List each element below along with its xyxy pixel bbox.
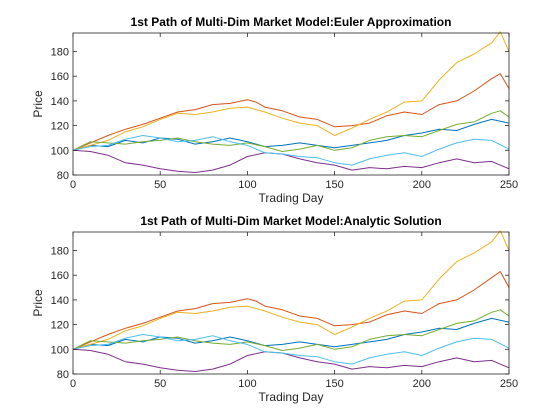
x-axis-label: Trading Day (259, 390, 324, 404)
x-tick-label: 150 (325, 179, 343, 191)
y-tick-label: 80 (57, 369, 69, 381)
x-tick-label: 200 (413, 378, 431, 390)
series-line-2 (72, 271, 510, 350)
chart-title: 1st Path of Multi-Dim Market Model:Analy… (140, 214, 441, 228)
series-line-2 (72, 73, 510, 151)
y-axis-label: Price (31, 90, 45, 118)
x-tick-label: 0 (70, 378, 76, 390)
subplot-1: 0 50 100 150 200 250 80 100 120 140 160 180 1st Path… (31, 15, 518, 205)
plot-area (73, 232, 509, 374)
y-tick-label: 140 (51, 96, 69, 108)
y-tick-label: 120 (51, 121, 69, 133)
x-tick-label: 50 (154, 378, 166, 390)
y-axis-label: Price (31, 289, 45, 317)
x-tick-label: 100 (238, 378, 256, 390)
series-line-1 (72, 118, 510, 151)
y-tick-label: 80 (57, 170, 69, 182)
series-line-5 (72, 110, 510, 152)
series-line-1 (72, 317, 510, 350)
chart-title: 1st Path of Multi-Dim Market Model:Euler… (131, 15, 452, 29)
y-tick-label: 120 (51, 320, 69, 332)
y-tick-label: 160 (51, 270, 69, 282)
x-tick-label: 100 (238, 179, 256, 191)
series-line-6 (72, 135, 510, 166)
series-line-3 (72, 230, 510, 350)
x-tick-label: 200 (413, 179, 431, 191)
x-tick-label: 0 (70, 179, 76, 191)
y-tick-label: 100 (51, 145, 69, 157)
series-line-6 (72, 334, 510, 365)
x-axis-label: Trading Day (259, 191, 324, 205)
y-tick-label: 180 (51, 246, 69, 258)
axes-box (72, 231, 510, 375)
series-line-5 (72, 309, 510, 351)
x-tick-label: 50 (154, 179, 166, 191)
y-tick-label: 140 (51, 295, 69, 307)
axes-box (72, 32, 510, 176)
x-tick-label: 250 (500, 179, 518, 191)
series-line-4 (72, 348, 510, 372)
series-line-4 (72, 149, 510, 173)
y-tick-label: 180 (51, 47, 69, 59)
series-line-3 (72, 31, 510, 151)
subplot-2: 0 50 100 150 200 250 80 100 120 140 160 180 1st Path… (31, 214, 518, 404)
plot-area (73, 33, 509, 175)
y-tick-label: 160 (51, 71, 69, 83)
x-tick-label: 150 (325, 378, 343, 390)
x-tick-label: 250 (500, 378, 518, 390)
y-tick-label: 100 (51, 344, 69, 356)
